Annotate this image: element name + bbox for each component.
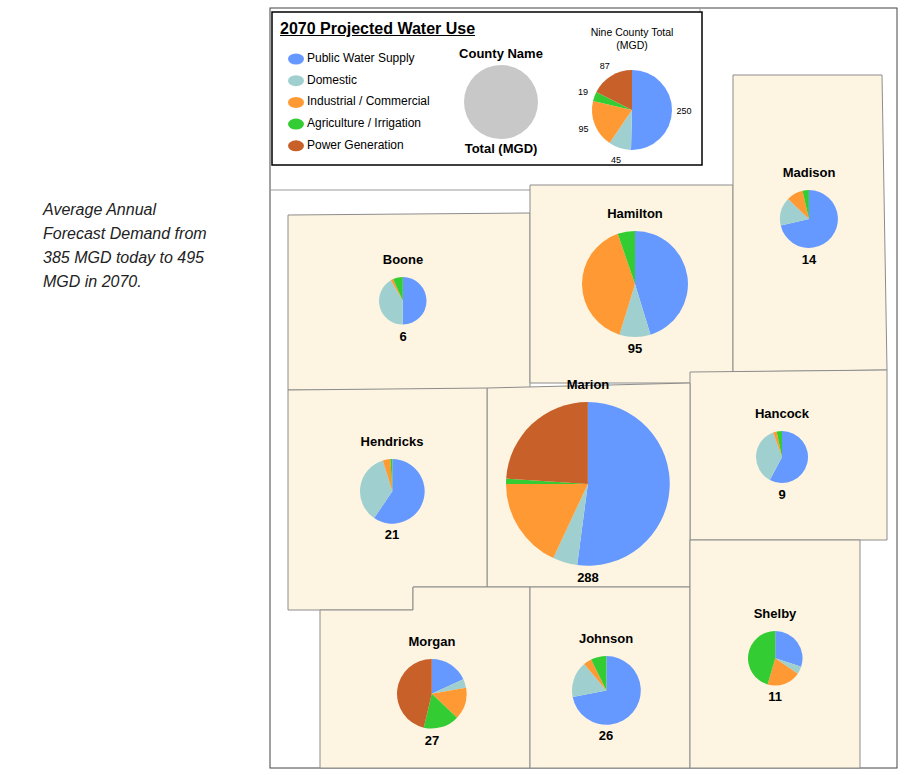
svg-text:87: 87 <box>600 61 610 71</box>
svg-text:95: 95 <box>579 124 589 134</box>
html-text:Total (MGD): Total (MGD) <box>464 141 538 156</box>
html-text:9: 9 <box>778 487 786 502</box>
html-text:MGD in 2070.: MGD in 2070. <box>43 273 142 290</box>
svg-text:19: 19 <box>578 87 588 97</box>
html-text:Hamilton: Hamilton <box>607 206 663 221</box>
html-text:Power Generation: Power Generation <box>307 137 404 152</box>
html-text:Johnson: Johnson <box>578 630 634 646</box>
html-text:Hendricks: Hendricks <box>360 433 424 449</box>
html-text:26: 26 <box>598 728 614 744</box>
html-text:288: 288 <box>577 569 599 585</box>
html-text:Domestic: Domestic <box>307 72 357 87</box>
html-text:6: 6 <box>399 328 407 344</box>
html-text:County Name: County Name <box>459 46 543 61</box>
html-text:Nine County Total: Nine County Total <box>590 26 674 38</box>
html-text:(MGD): (MGD) <box>616 39 648 51</box>
html-text:14: 14 <box>801 252 817 267</box>
svg-text:45: 45 <box>611 155 621 165</box>
html-text:Hancock: Hancock <box>754 406 810 421</box>
html-text:Industrial / Commercial: Industrial / Commercial <box>307 94 430 109</box>
html-text:21: 21 <box>384 527 400 543</box>
html-text:Public Water Supply: Public Water Supply <box>307 51 415 65</box>
html-text:Shelby: Shelby <box>753 605 797 621</box>
html-text:27: 27 <box>424 732 440 748</box>
html-text:Boone: Boone <box>382 252 424 268</box>
html-text:Forecast Demand from: Forecast Demand from <box>43 225 207 242</box>
html-text:Agriculture / Irrigation: Agriculture / Irrigation <box>307 116 421 131</box>
html-text:11: 11 <box>768 689 782 705</box>
html-text:Marion: Marion <box>566 377 610 393</box>
html-text:Morgan: Morgan <box>408 634 456 650</box>
html-text:2070 Projected Water Use: 2070 Projected Water Use <box>280 20 476 37</box>
svg-text:250: 250 <box>676 106 691 116</box>
html-text:Average Annual: Average Annual <box>43 201 156 218</box>
html-text:95: 95 <box>627 341 643 356</box>
html-text:Madison: Madison <box>782 165 836 180</box>
html-text:385 MGD today to 495: 385 MGD today to 495 <box>43 249 204 266</box>
